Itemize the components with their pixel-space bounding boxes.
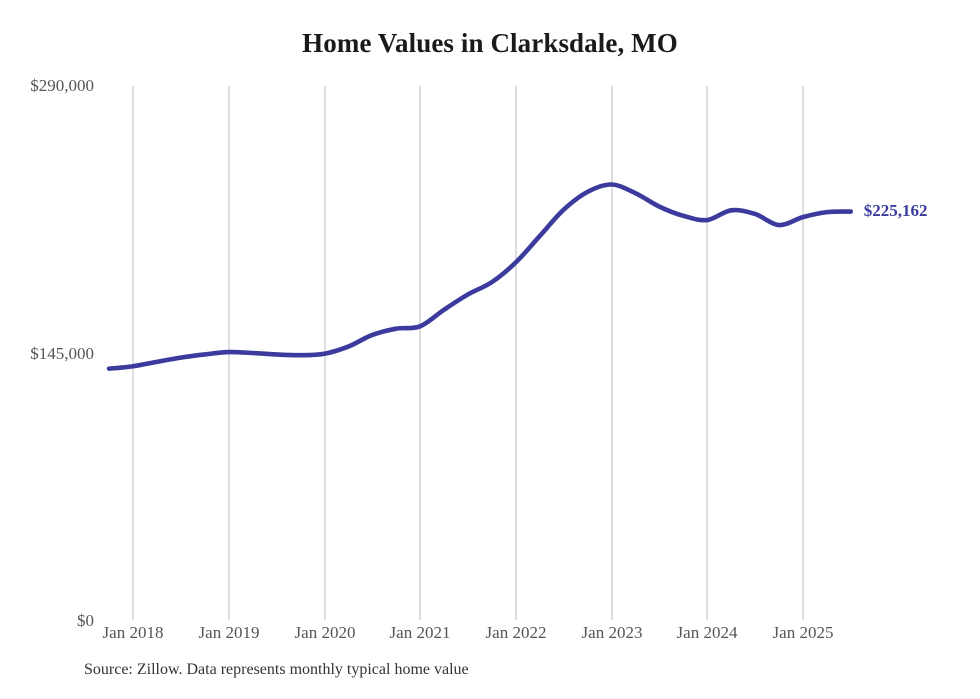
x-axis-tick-jan-2021: Jan 2021 [389, 623, 451, 642]
x-axis-tick-jan-2018: Jan 2018 [102, 623, 164, 642]
x-axis-tick-jan-2020: Jan 2020 [294, 623, 356, 642]
x-axis-tick-jan-2022: Jan 2022 [485, 623, 547, 642]
x-axis-tick-jan-2019: Jan 2019 [198, 623, 260, 642]
x-axis-tick-jan-2023: Jan 2023 [581, 623, 643, 642]
y-axis-tick-bottom: $0 [77, 611, 94, 630]
series-line-typical-home-value [106, 182, 854, 371]
y-axis-tick-top: $290,000 [30, 76, 94, 95]
series-end-value-label: $225,162 [863, 200, 928, 220]
y-axis-tick-mid: $145,000 [30, 344, 94, 363]
x-axis-tick-jan-2024: Jan 2024 [676, 623, 738, 642]
source-note: Source: Zillow. Data represents monthly … [84, 661, 469, 678]
chart-title: Home Values in Clarksdale, MO [302, 28, 678, 58]
x-axis-tick-jan-2025: Jan 2025 [772, 623, 834, 642]
